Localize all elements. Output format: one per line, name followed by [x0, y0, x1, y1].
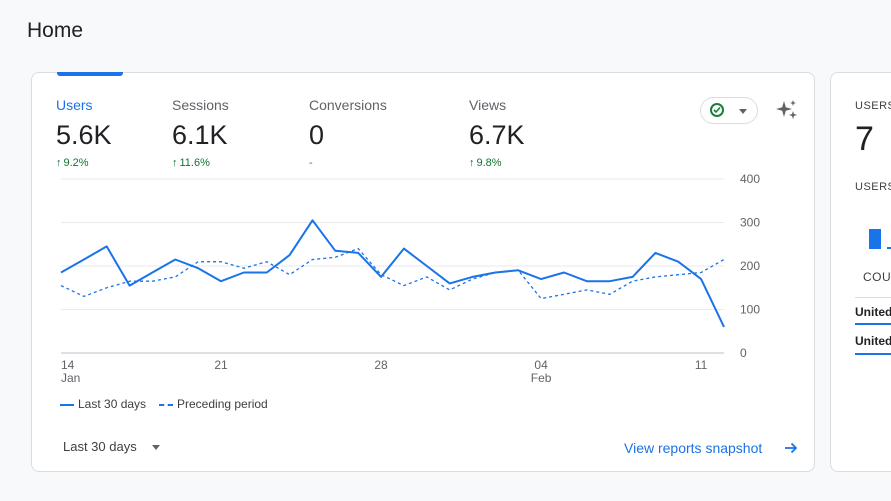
- metric-delta: ↑ 11.6%: [172, 157, 210, 169]
- metric-value: 6.1K: [172, 120, 228, 150]
- metric-delta: ↑ 9.8%: [469, 157, 502, 169]
- divider: [855, 297, 891, 298]
- data-status-dropdown[interactable]: [700, 97, 758, 124]
- sparkle-icon[interactable]: [775, 99, 799, 123]
- metric-label: Conversions: [309, 97, 387, 113]
- metric-sessions[interactable]: Sessions 6.1K ↑ 11.6%: [172, 97, 229, 170]
- metric-users[interactable]: Users 5.6K ↑ 9.2%: [56, 97, 112, 170]
- metric-label: Users: [56, 97, 93, 113]
- x-tick-sublabel: Jan: [61, 371, 80, 385]
- card-label: USERS: [855, 181, 891, 193]
- check-circle-icon: [710, 103, 724, 117]
- y-tick-label: 300: [740, 216, 760, 230]
- x-tick-label: 21: [214, 358, 228, 372]
- y-tick-label: 100: [740, 303, 760, 317]
- metric-value: 5.6K: [56, 120, 112, 150]
- x-tick-label: 04: [534, 358, 548, 372]
- solid-line-icon: [60, 403, 74, 406]
- metric-label: Views: [469, 97, 507, 113]
- x-tick-sublabel: Feb: [531, 371, 552, 385]
- country-row: United: [855, 305, 891, 319]
- page-title: Home: [27, 19, 84, 42]
- metric-delta: ↑ 9.2%: [56, 157, 89, 169]
- legend-item-last-30-days: Last 30 days: [60, 397, 146, 411]
- y-tick-label: 400: [740, 172, 760, 186]
- arrow-up-icon: ↑: [469, 157, 475, 169]
- metric-views[interactable]: Views 6.7K ↑ 9.8%: [469, 97, 525, 170]
- view-reports-snapshot-link[interactable]: View reports snapshot: [624, 440, 763, 456]
- x-tick-label: 28: [374, 358, 388, 372]
- metric-value: 0: [309, 120, 325, 150]
- arrow-up-icon: ↑: [56, 157, 62, 169]
- metric-conversions[interactable]: Conversions 0 -: [309, 97, 387, 170]
- country-row-bar: [855, 353, 891, 355]
- active-tab-indicator: [57, 72, 123, 76]
- minute-bar: [887, 247, 891, 249]
- x-tick-label: 14: [61, 358, 75, 372]
- arrow-right-icon[interactable]: [783, 440, 799, 456]
- overview-card: Users 5.6K ↑ 9.2% Sessions 6.1K ↑ 11.6% Co…: [31, 72, 815, 472]
- country-row: United: [855, 334, 891, 348]
- series-line-last-30-days: [60, 219, 725, 328]
- country-column-header: COU: [863, 270, 891, 284]
- metric-label: Sessions: [172, 97, 229, 113]
- chevron-down-icon[interactable]: [152, 445, 160, 450]
- country-row-bar: [855, 323, 891, 325]
- chevron-down-icon: [739, 109, 747, 114]
- minute-bar: [869, 229, 881, 249]
- card-label: USERS: [855, 100, 891, 112]
- dashed-line-icon: [159, 403, 173, 406]
- metric-delta: -: [309, 157, 313, 169]
- metric-value: 6.7K: [469, 120, 525, 150]
- y-tick-label: 0: [740, 346, 747, 360]
- realtime-users-value: 7: [855, 120, 874, 158]
- arrow-up-icon: ↑: [172, 157, 178, 169]
- legend-item-preceding-period: Preceding period: [159, 397, 268, 411]
- date-range-dropdown[interactable]: Last 30 days: [63, 439, 137, 454]
- y-tick-label: 200: [740, 259, 760, 273]
- series-line-preceding-period: [60, 247, 725, 300]
- x-tick-label: 11: [695, 358, 708, 372]
- users-by-country-card: USERS 7 USERS COU United United: [830, 72, 891, 472]
